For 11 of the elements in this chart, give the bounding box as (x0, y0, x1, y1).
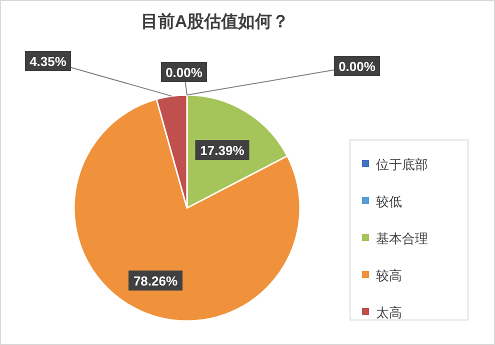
legend-label: 基本合理 (376, 231, 428, 246)
data-label: 17.39% (200, 143, 245, 158)
legend-label: 较高 (376, 268, 402, 283)
text: 0.00% (338, 59, 376, 74)
text: 0.00% (166, 65, 202, 80)
legend-label: 位于底部 (376, 157, 428, 172)
legend-label: 较低 (376, 194, 402, 209)
data-label: 4.35% (30, 54, 67, 69)
chart-title: 目前A股估值如何？ (140, 12, 290, 31)
legend-label: 太高 (376, 305, 402, 320)
data-label: 78.26% (133, 274, 178, 289)
